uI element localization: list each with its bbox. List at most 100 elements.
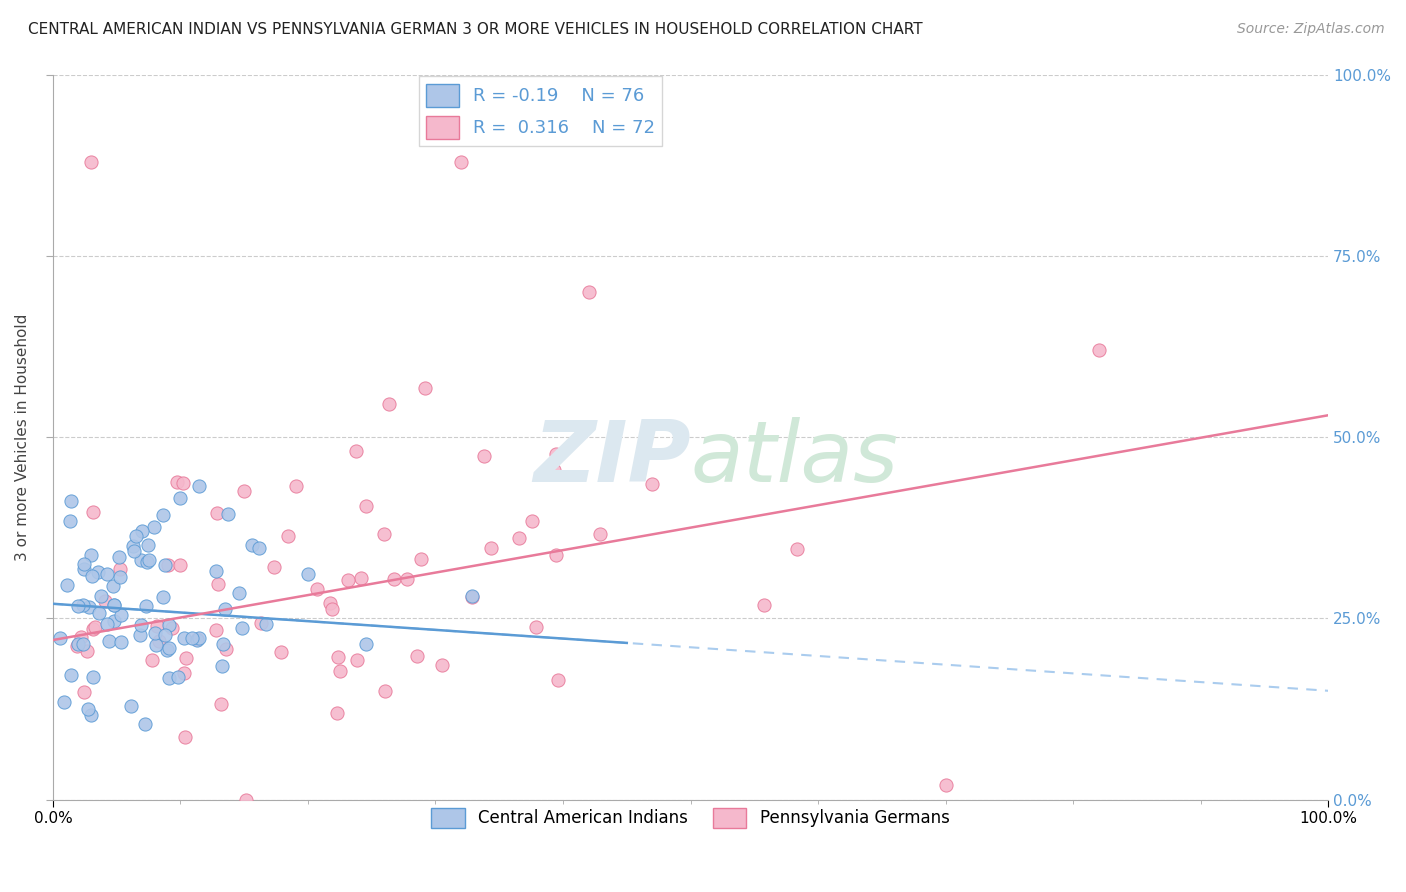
Point [754, 598, 776, 612]
Point [129, 553, 152, 567]
Point [73, 685, 96, 699]
Point [129, 617, 152, 632]
Point [59, 668, 82, 682]
Point [77, 600, 100, 615]
Point [80, 548, 103, 562]
Point [141, 653, 163, 667]
Point [173, 665, 195, 680]
Point [103, 614, 125, 628]
Point [153, 628, 176, 642]
Point [409, 552, 432, 566]
Point [307, 582, 329, 596]
Point [321, 601, 343, 615]
Point [207, 576, 229, 591]
Point [395, 573, 418, 587]
Point [96, 567, 118, 582]
Point [125, 528, 148, 542]
Point [215, 641, 238, 656]
Point [134, 716, 156, 731]
Point [82, 505, 104, 519]
Point [108, 561, 131, 575]
Point [546, 549, 568, 563]
Legend: Central American Indians, Pennsylvania Germans: Central American Indians, Pennsylvania G… [425, 801, 956, 835]
Point [547, 673, 569, 687]
Point [356, 638, 378, 652]
Point [935, 778, 957, 792]
Point [520, 514, 543, 528]
Point [450, 154, 472, 169]
Point [240, 538, 263, 552]
Point [543, 463, 565, 477]
Point [146, 618, 169, 632]
Point [211, 659, 233, 673]
Point [96, 617, 118, 632]
Point [578, 285, 600, 299]
Point [472, 449, 495, 463]
Point [110, 635, 132, 649]
Point [277, 528, 299, 542]
Point [72, 637, 94, 651]
Point [82, 622, 104, 636]
Point [148, 634, 170, 648]
Point [135, 555, 157, 569]
Point [76, 702, 98, 716]
Point [156, 643, 179, 657]
Point [83, 620, 105, 634]
Point [122, 539, 145, 553]
Point [186, 633, 208, 648]
Point [56, 578, 79, 592]
Point [72, 561, 94, 575]
Point [153, 558, 176, 572]
Point [329, 664, 352, 678]
Text: ZIP: ZIP [533, 417, 690, 500]
Point [354, 499, 377, 513]
Point [188, 479, 211, 493]
Text: Source: ZipAtlas.com: Source: ZipAtlas.com [1237, 22, 1385, 37]
Point [405, 649, 427, 664]
Point [167, 670, 190, 684]
Point [98, 634, 121, 648]
Point [80, 569, 103, 583]
Point [235, 792, 257, 806]
Point [156, 558, 179, 572]
Point [297, 566, 319, 581]
Point [108, 549, 131, 564]
Point [53, 695, 76, 709]
Point [214, 601, 236, 615]
Point [128, 628, 150, 642]
Point [173, 631, 195, 645]
Point [87, 606, 110, 620]
Point [169, 491, 191, 505]
Point [228, 585, 250, 599]
Point [589, 527, 612, 541]
Point [461, 590, 484, 604]
Point [70, 631, 93, 645]
Point [87, 565, 110, 579]
Point [205, 564, 228, 578]
Point [49, 631, 72, 645]
Point [72, 598, 94, 612]
Point [326, 649, 349, 664]
Point [122, 544, 145, 558]
Point [205, 506, 228, 520]
Point [157, 641, 180, 656]
Point [59, 514, 82, 528]
Point [103, 598, 125, 612]
Point [186, 632, 208, 646]
Point [209, 698, 232, 712]
Point [73, 557, 96, 571]
Point [263, 559, 285, 574]
Point [373, 527, 395, 541]
Point [90, 589, 112, 603]
Point [461, 589, 484, 603]
Point [205, 623, 228, 637]
Point [135, 599, 157, 614]
Point [66, 599, 89, 613]
Point [432, 657, 454, 672]
Point [120, 699, 142, 714]
Text: CENTRAL AMERICAN INDIAN VS PENNSYLVANIA GERMAN 3 OR MORE VEHICLES IN HOUSEHOLD C: CENTRAL AMERICAN INDIAN VS PENNSYLVANIA … [28, 22, 922, 37]
Point [110, 608, 132, 623]
Point [285, 479, 308, 493]
Point [169, 558, 191, 572]
Point [374, 683, 396, 698]
